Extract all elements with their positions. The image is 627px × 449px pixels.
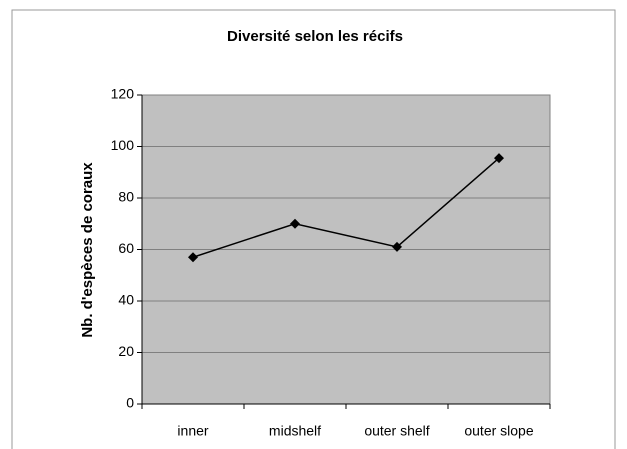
x-tick-label: outer slope xyxy=(464,423,533,439)
data-point xyxy=(290,218,300,229)
chart-title: Diversité selon les récifs xyxy=(227,28,403,45)
chart-frame xyxy=(11,9,616,449)
x-tick-label: inner xyxy=(177,423,208,439)
y-tick-label: 40 xyxy=(118,292,134,308)
y-tick-label: 20 xyxy=(118,343,134,359)
data-line xyxy=(192,157,500,258)
y-tick-label: 100 xyxy=(111,137,135,153)
data-point xyxy=(392,241,402,252)
y-tick-label: 60 xyxy=(118,240,134,256)
y-tick-label: 120 xyxy=(111,86,135,102)
y-axis-label: Nb. d'espèces de coraux xyxy=(79,162,96,338)
y-tick-label: 80 xyxy=(118,189,134,205)
data-point xyxy=(494,153,504,164)
data-point xyxy=(188,252,198,263)
x-tick-label: midshelf xyxy=(269,423,321,439)
x-tick-label: outer shelf xyxy=(364,423,429,439)
y-tick-label: 0 xyxy=(126,395,134,411)
